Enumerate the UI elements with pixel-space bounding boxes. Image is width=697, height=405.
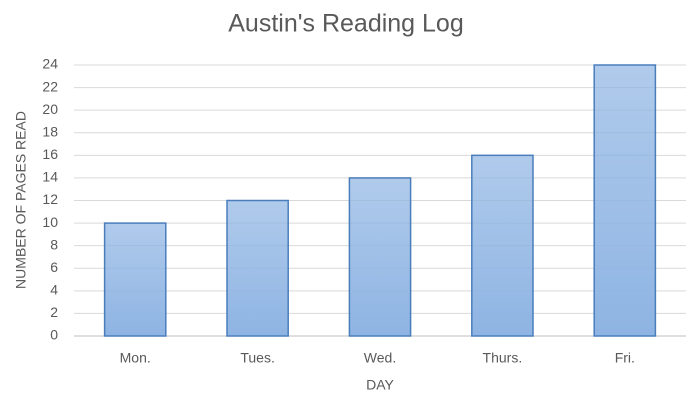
x-axis-title: DAY bbox=[366, 377, 394, 393]
bar bbox=[103, 222, 167, 337]
y-tick-label: 12 bbox=[42, 191, 58, 207]
y-tick-label: 10 bbox=[42, 214, 58, 230]
x-tick-label: Wed. bbox=[364, 350, 396, 366]
y-tick-label: 22 bbox=[42, 78, 58, 94]
chart-title: Austin's Reading Log bbox=[228, 10, 464, 38]
y-tick-label: 0 bbox=[50, 327, 58, 343]
y-tick-label: 14 bbox=[42, 169, 58, 185]
y-tick-label: 18 bbox=[42, 123, 58, 139]
x-tick-label: Mon. bbox=[120, 350, 151, 366]
bar bbox=[471, 154, 534, 337]
y-axis-title: NUMBER OF PAGES READ bbox=[13, 111, 29, 289]
y-tick-label: 24 bbox=[42, 56, 58, 72]
y-tick-label: 2 bbox=[50, 304, 58, 320]
y-tick-label: 4 bbox=[50, 282, 58, 298]
x-tick-label: Thurs. bbox=[483, 350, 523, 366]
y-tick-label: 20 bbox=[42, 101, 58, 117]
y-tick-label: 16 bbox=[42, 146, 58, 162]
bar bbox=[593, 64, 657, 337]
x-tick-label: Fri. bbox=[615, 350, 635, 366]
y-tick-label: 6 bbox=[50, 259, 58, 275]
y-tick-label: 8 bbox=[50, 236, 58, 252]
x-tick-label: Tues. bbox=[240, 350, 275, 366]
bar bbox=[348, 177, 412, 337]
bar bbox=[226, 199, 289, 337]
